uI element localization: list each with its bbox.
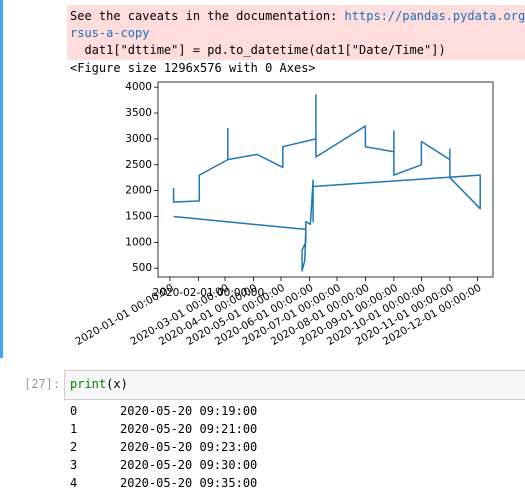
cell-prompt: [27]:	[24, 377, 61, 391]
output-value: 2020-05-20 09:21:00	[120, 422, 258, 436]
output-index: 1	[70, 422, 78, 436]
output-value: 2020-05-20 09:23:00	[120, 440, 258, 454]
warning-line: See the caveats in the documentation: ht…	[70, 9, 525, 23]
code-function: print	[70, 377, 107, 391]
output-value: 2020-05-20 09:30:00	[120, 458, 258, 472]
code-input[interactable]	[64, 370, 525, 400]
y-tick-label: 2000	[125, 185, 152, 197]
warning-output	[67, 5, 525, 60]
y-tick-label: 4000	[125, 81, 152, 93]
y-tick-label: 3500	[125, 107, 152, 119]
cell-selection-bar	[0, 0, 3, 358]
chart: 50010001500200025003000350040002020-01-0…	[73, 81, 494, 348]
figure-text: <Figure size 1296x576 with 0 Axes>	[70, 61, 316, 75]
y-tick-label: 1000	[125, 236, 152, 248]
line	[172, 94, 481, 272]
y-tick-label: 500	[132, 262, 152, 274]
output-index: 4	[70, 476, 78, 490]
doc-link[interactable]: rsus-a-copy	[70, 26, 150, 40]
output-value: 2020-05-20 09:19:00	[120, 404, 258, 418]
warning-text: See the caveats in the documentation:	[70, 9, 345, 23]
y-tick-label: 1500	[125, 210, 152, 222]
doc-link[interactable]: https://pandas.pydata.org/	[344, 9, 525, 23]
warning-code: dat1["dttime"] = pd.to_datetime(dat1["Da…	[70, 43, 446, 57]
output-index: 2	[70, 440, 78, 454]
y-tick-label: 2500	[125, 159, 152, 171]
x-tick-label: 2020-02-01 00:00:00	[153, 287, 265, 299]
output-value: 2020-05-20 09:35:00	[120, 476, 258, 490]
code-args: (x)	[106, 377, 128, 391]
axes-frame	[157, 81, 494, 278]
code-line: print(x)	[70, 377, 128, 391]
y-tick-label: 3000	[125, 133, 152, 145]
output-index: 3	[70, 458, 78, 472]
output-index: 0	[70, 404, 78, 418]
